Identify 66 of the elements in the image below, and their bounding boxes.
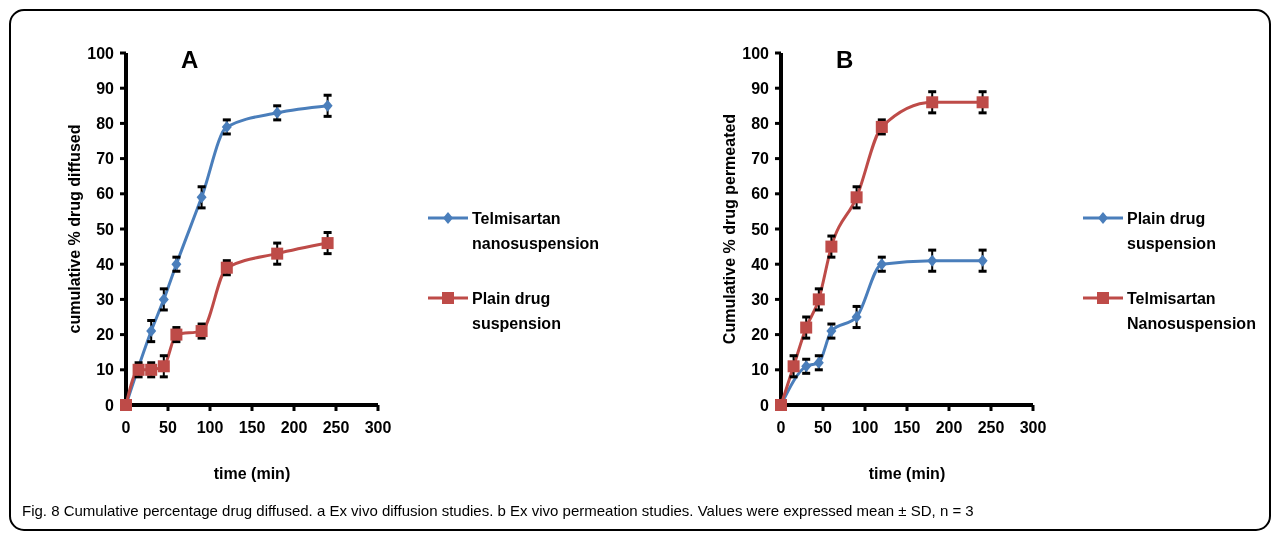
y-tick-label: 100 bbox=[87, 44, 115, 62]
point bbox=[195, 325, 208, 338]
x-tick-label: 100 bbox=[196, 419, 224, 436]
x-axis-title: time (min) bbox=[868, 465, 946, 482]
y-tick-label: 90 bbox=[751, 79, 770, 97]
point bbox=[927, 254, 938, 267]
legend-label: Plain drug suspension bbox=[1127, 209, 1216, 253]
y-tick-label: 60 bbox=[96, 185, 115, 203]
point bbox=[158, 293, 169, 306]
x-tick-label: 0 bbox=[121, 419, 131, 436]
point bbox=[787, 360, 800, 373]
point bbox=[196, 191, 207, 204]
point bbox=[812, 293, 825, 306]
x-tick-label: 250 bbox=[977, 419, 1005, 436]
chart-title: A bbox=[181, 46, 199, 73]
legend-label: Telmisartan nanosuspension bbox=[472, 209, 600, 253]
y-tick-label: 70 bbox=[96, 150, 115, 168]
caption: Fig. 8 Cumulative percentage drug diffused. a Ex vivo diffusion studies. b Ex vivo permeation studies. Values were expressed mean ± SD, n = 3 bbox=[22, 502, 974, 519]
y-tick-label: 40 bbox=[96, 255, 115, 273]
x-tick-label: 150 bbox=[893, 419, 921, 436]
y-tick-label: 20 bbox=[751, 326, 770, 344]
point bbox=[851, 311, 862, 323]
point bbox=[146, 325, 157, 338]
legend-label: Plain drug suspension bbox=[472, 289, 561, 333]
y-tick-label: 20 bbox=[96, 326, 115, 344]
point bbox=[977, 254, 988, 267]
y-tick-label: 30 bbox=[96, 291, 115, 308]
x-tick-label: 250 bbox=[322, 419, 350, 436]
y-axis-title: Cumulative % drug permeated bbox=[721, 113, 738, 345]
y-tick-label: 80 bbox=[96, 115, 115, 132]
x-tick-label: 50 bbox=[159, 419, 177, 436]
legend-label: Telmisartan Nanosuspension bbox=[1127, 289, 1256, 333]
y-tick-label: 80 bbox=[751, 115, 770, 132]
point bbox=[825, 240, 838, 253]
point bbox=[321, 237, 334, 250]
x-tick-label: 300 bbox=[364, 419, 392, 436]
chart-title: B bbox=[836, 46, 854, 73]
point bbox=[826, 325, 837, 338]
y-tick-label: 0 bbox=[760, 396, 770, 414]
point bbox=[271, 247, 284, 260]
x-tick-label: 300 bbox=[1019, 419, 1047, 436]
y-tick-label: 40 bbox=[751, 255, 770, 273]
y-tick-label: 0 bbox=[105, 396, 115, 414]
point bbox=[926, 96, 939, 109]
x-tick-label: 150 bbox=[238, 419, 266, 436]
x-tick-label: 50 bbox=[814, 419, 832, 436]
x-tick-label: 0 bbox=[776, 419, 786, 436]
y-tick-label: 70 bbox=[751, 150, 770, 168]
y-tick-label: 30 bbox=[751, 291, 770, 308]
x-tick-label: 100 bbox=[851, 419, 879, 436]
y-tick-label: 60 bbox=[751, 185, 770, 203]
point bbox=[157, 360, 170, 373]
y-tick-label: 90 bbox=[96, 79, 115, 97]
y-tick-label: 100 bbox=[742, 44, 770, 62]
point bbox=[850, 191, 863, 204]
y-tick-label: 50 bbox=[751, 220, 770, 238]
y-tick-label: 10 bbox=[96, 361, 115, 379]
y-tick-label: 50 bbox=[96, 220, 115, 238]
x-tick-label: 200 bbox=[935, 419, 963, 436]
y-axis-title: cumulative % drug diffused bbox=[66, 124, 83, 334]
point bbox=[976, 96, 989, 109]
x-axis-title: time (min) bbox=[213, 465, 291, 482]
point bbox=[322, 99, 333, 112]
point bbox=[800, 321, 813, 334]
x-tick-label: 200 bbox=[280, 419, 308, 436]
y-tick-label: 10 bbox=[751, 361, 770, 379]
